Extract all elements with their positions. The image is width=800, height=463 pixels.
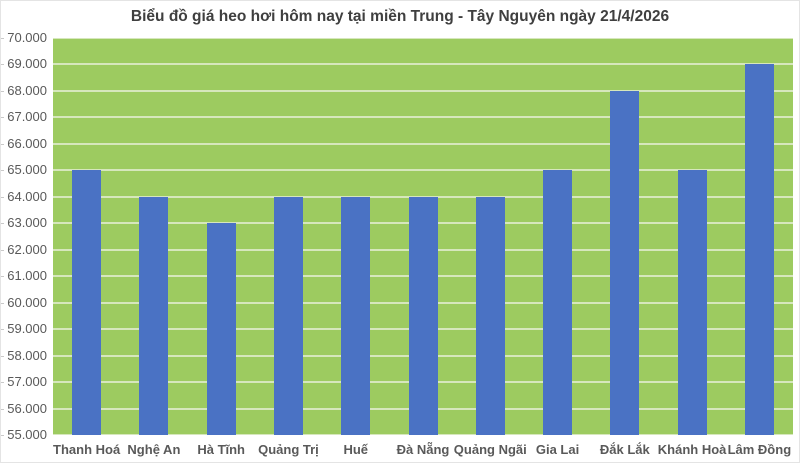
x-axis-category-label: Quảng Trị	[258, 442, 319, 457]
bar-4	[273, 196, 303, 435]
bar-2	[139, 196, 169, 435]
y-axis-tick-mark	[1, 170, 4, 172]
y-axis-tick-label: 57.000	[7, 374, 47, 390]
y-axis-tick-mark	[1, 196, 4, 198]
y-axis-tick-mark	[1, 64, 4, 66]
y-axis-tick-label: 69.000	[7, 56, 47, 72]
y-axis-tick-label: 59.000	[7, 321, 47, 337]
y-axis-tick-mark	[1, 329, 4, 331]
x-axis-category-label: Nghệ An	[127, 442, 181, 457]
x-axis-category-label: Thanh Hoá	[53, 442, 121, 457]
y-axis-tick-label: 58.000	[7, 347, 47, 363]
x-axis-category-label: Đắk Lắk	[599, 442, 650, 457]
y-axis-tick-mark	[1, 249, 4, 251]
plot-area	[53, 38, 793, 435]
y-axis-tick-label: 55.000	[7, 427, 47, 442]
y-axis-tick-mark	[1, 276, 4, 278]
y-axis-tick-mark	[1, 143, 4, 145]
gridline	[53, 38, 793, 39]
x-axis-category-label: Đà Nẵng	[396, 442, 450, 457]
bar-11	[744, 64, 774, 435]
bar-5	[341, 196, 371, 435]
y-axis-tick-mark	[1, 90, 4, 92]
x-axis-category-label: Quảng Ngãi	[453, 442, 527, 457]
x-axis-category-label: Gia Lai	[535, 442, 580, 457]
bar-9	[610, 90, 640, 435]
bar-1	[72, 170, 102, 435]
y-axis-tick-mark	[1, 382, 4, 384]
y-axis-tick-mark	[1, 38, 4, 39]
y-axis-tick-mark	[1, 435, 4, 436]
y-axis-tick-mark	[1, 117, 4, 119]
x-axis-category-label: Huế	[343, 442, 368, 457]
x-axis-category-label: Lâm Đồng	[727, 442, 792, 457]
y-axis-tick-label: 61.000	[7, 268, 47, 284]
x-axis-category-label: Khánh Hoà	[657, 442, 727, 457]
y-axis-tick-mark	[1, 223, 4, 225]
y-axis-tick-mark	[1, 302, 4, 304]
gridline	[53, 89, 793, 92]
bar-3	[206, 223, 236, 435]
y-axis-tick-label: 63.000	[7, 215, 47, 231]
y-axis-tick-label: 62.000	[7, 241, 47, 257]
gridline	[53, 116, 793, 119]
y-axis-tick-mark	[1, 355, 4, 357]
bar-6	[408, 196, 438, 435]
x-axis-category-label: Hà Tĩnh	[197, 442, 246, 457]
y-axis-tick-label: 64.000	[7, 188, 47, 204]
gridline	[53, 195, 793, 198]
gridline	[53, 142, 793, 145]
bar-8	[543, 170, 573, 435]
y-axis-tick-label: 56.000	[7, 400, 47, 416]
chart-title: Biểu đồ giá heo hơi hôm nay tại miền Tru…	[130, 8, 670, 25]
y-axis-tick-label: 67.000	[7, 109, 47, 125]
y-axis-tick-mark	[1, 408, 4, 410]
y-axis-tick-label: 65.000	[7, 162, 47, 178]
y-axis-tick-label: 60.000	[7, 294, 47, 310]
bar-10	[677, 170, 707, 435]
bar-7	[475, 196, 505, 435]
y-axis-tick-label: 66.000	[7, 135, 47, 151]
y-axis-tick-label: 68.000	[7, 82, 47, 98]
gridline	[53, 63, 793, 66]
y-axis-tick-label: 70.000	[7, 30, 47, 45]
gridline	[53, 169, 793, 172]
